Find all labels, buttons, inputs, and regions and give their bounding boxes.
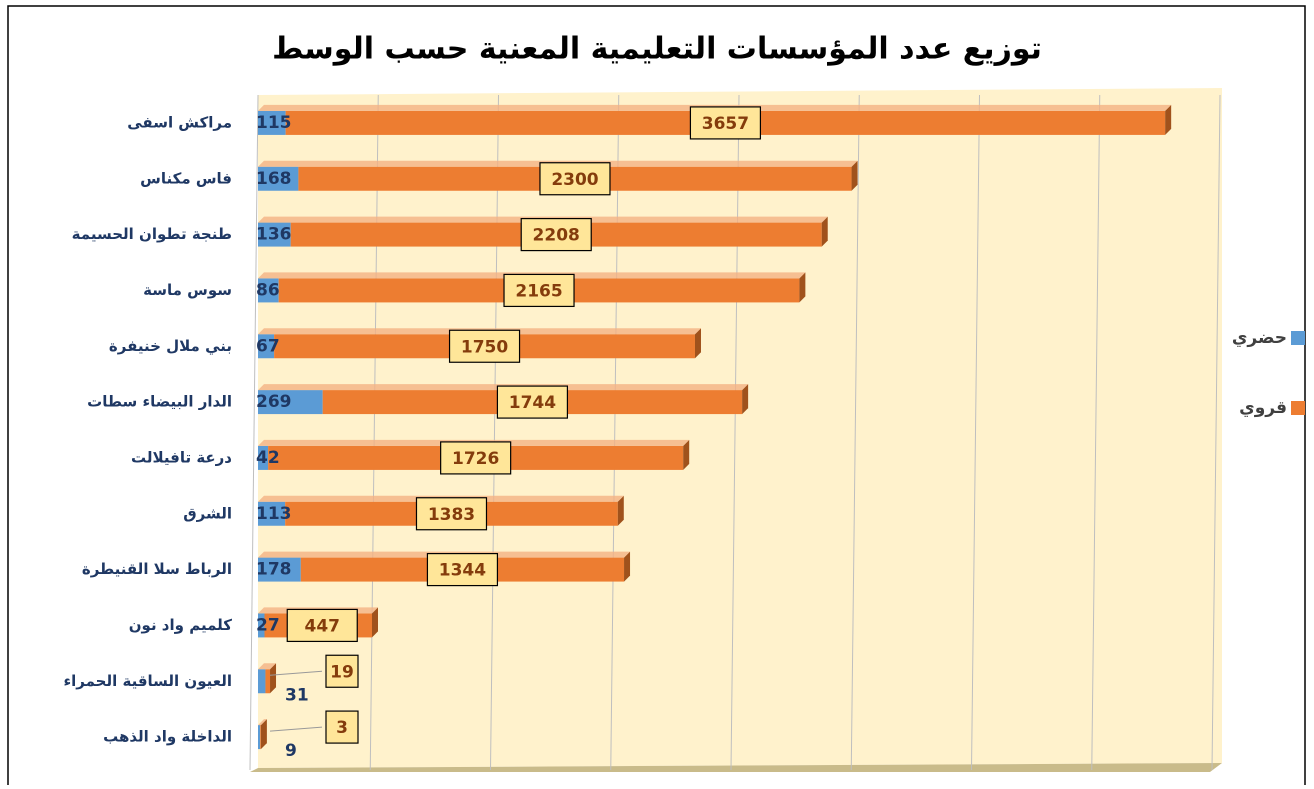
value-box: [539, 162, 611, 196]
bar-segment: [258, 725, 261, 750]
bar-segment: [258, 557, 301, 582]
bar-segment: [258, 613, 265, 638]
legend-swatch: [1291, 401, 1305, 415]
value-box: [503, 273, 575, 308]
grid-line: [730, 94, 740, 771]
rural-value-label: 2300: [551, 170, 598, 190]
grid-line: [369, 94, 379, 771]
leader-line: [269, 670, 323, 676]
chart-title: توزيع عدد المؤسسات التعليمية المعنية حسب…: [272, 32, 1042, 67]
category-label: مراكش اسفى: [127, 113, 232, 131]
grid-line: [1091, 94, 1101, 771]
grid-line: [1211, 94, 1221, 771]
category-label: بني ملال خنيفرة: [109, 337, 232, 355]
floor: [250, 763, 1222, 772]
rural-value-label: 1344: [439, 561, 486, 581]
plot-area: [258, 88, 1222, 768]
rural-value-label: 2208: [533, 226, 580, 246]
bar-side: [270, 663, 277, 694]
bar-segment: [258, 669, 266, 694]
category-label: فاس مكناس: [140, 169, 232, 187]
bar-segment: [265, 669, 271, 694]
bar-segment: [260, 725, 261, 750]
grid-line: [249, 94, 259, 771]
urban-value-label: 86: [256, 280, 280, 300]
bar-side: [742, 384, 749, 415]
urban-value-label: 269: [256, 392, 292, 412]
value-box: [440, 441, 512, 475]
legend-label: حضري: [1232, 328, 1287, 348]
value-box: [286, 608, 358, 643]
bar-side: [260, 719, 267, 750]
bar-segment: [258, 166, 299, 191]
rural-value-label: 447: [304, 616, 340, 636]
legend-swatch: [1291, 331, 1305, 345]
category-label: الدار البيضاء سطات: [87, 393, 232, 411]
legend-label: قروي: [1239, 398, 1287, 418]
category-label: سوس ماسة: [143, 281, 232, 299]
bar-segment: [258, 334, 275, 359]
value-box: [415, 497, 488, 531]
rural-value-label: 1744: [509, 393, 556, 413]
bar-side: [617, 495, 624, 526]
value-box: [689, 106, 762, 140]
urban-value-label: 42: [256, 448, 280, 468]
bar-segment: [258, 445, 269, 470]
bar-segment: [258, 501, 286, 526]
bar-side: [821, 216, 828, 247]
urban-value-label: 168: [256, 169, 292, 189]
urban-value-label: 115: [256, 113, 292, 133]
bar-segment: [258, 110, 286, 135]
bar-top: [258, 663, 277, 670]
value-box: [520, 217, 592, 252]
value-box: [448, 329, 521, 363]
value-box: [325, 710, 359, 744]
bar-segment: [258, 390, 323, 415]
category-label: الرباط سلا القنيطرة: [82, 560, 232, 578]
category-label: الداخلة واد الذهب: [103, 728, 232, 746]
bar-side: [371, 607, 378, 638]
category-label: العيون الساقية الحمراء: [63, 672, 232, 690]
rural-value-label: 1750: [461, 337, 508, 357]
bar-side: [851, 160, 858, 191]
urban-value-label: 27: [256, 615, 280, 635]
bar-segment: [258, 222, 291, 247]
bar-side: [799, 272, 806, 303]
category-label: درعة تافيلالت: [131, 448, 232, 466]
category-label: الشرق: [183, 504, 232, 522]
urban-value-label: 136: [256, 225, 292, 245]
rural-value-label: 2165: [515, 281, 562, 301]
grid-line: [971, 94, 980, 771]
bar-side: [624, 551, 631, 582]
grid-line: [610, 94, 620, 771]
rural-value-label: 19: [330, 662, 354, 682]
grid-line: [850, 94, 860, 771]
urban-value-label: 9: [285, 741, 297, 761]
bar-side: [694, 328, 701, 359]
bar-segment: [258, 278, 279, 303]
grid-line: [490, 94, 499, 771]
urban-value-label: 67: [256, 336, 280, 356]
rural-value-label: 1726: [452, 449, 499, 469]
category-label: طنجة تطوان الحسيمة: [72, 225, 232, 243]
bar-side: [1165, 104, 1172, 135]
urban-value-label: 113: [256, 504, 292, 524]
bar-side: [683, 439, 690, 470]
leader-line: [269, 726, 323, 732]
rural-value-label: 3: [336, 718, 348, 738]
rural-value-label: 1383: [428, 505, 475, 525]
value-box: [325, 654, 359, 688]
value-box: [426, 552, 499, 587]
urban-value-label: 31: [285, 685, 309, 705]
urban-value-label: 178: [256, 560, 292, 580]
bar-top: [258, 719, 267, 726]
category-label: كلميم واد نون: [129, 616, 233, 634]
rural-value-label: 3657: [702, 114, 749, 134]
value-box: [496, 385, 569, 419]
